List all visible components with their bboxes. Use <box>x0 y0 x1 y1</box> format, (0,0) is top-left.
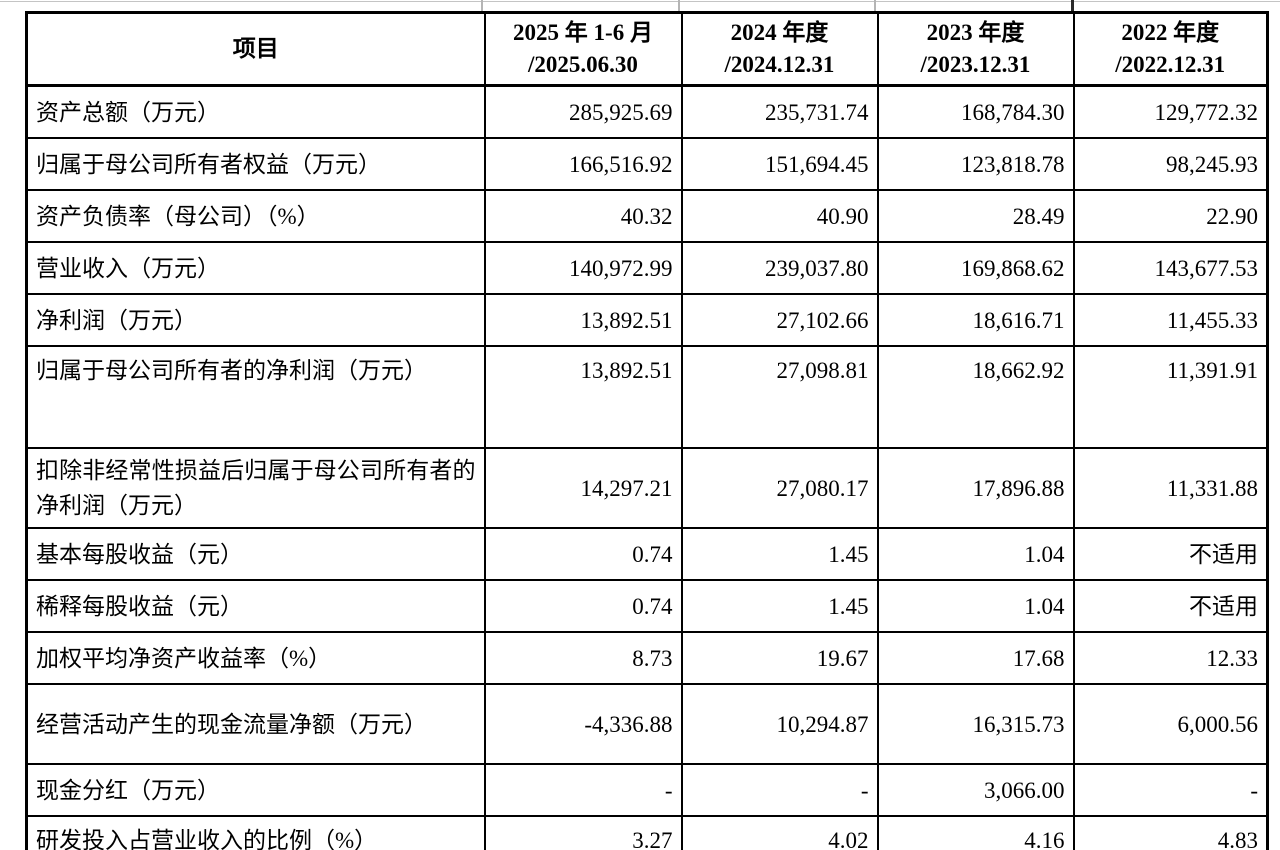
table-row: 净利润（万元） 13,892.51 27,102.66 18,616.71 11,455… <box>25 293 1269 347</box>
row-value: 40.90 <box>680 189 879 243</box>
column-header-period-3: 2022 年度/2022.12.31 <box>1072 11 1269 87</box>
table-row: 归属于母公司所有者的净利润（万元） 13,892.51 27,098.81 18,66… <box>25 345 1269 449</box>
table-row: 资产负债率（母公司）（%） 40.32 40.90 28.49 22.90 <box>25 189 1269 243</box>
row-value: 285,925.69 <box>483 84 683 139</box>
table-header-row: 项目 2025 年 1-6 月/2025.06.30 2024 年度/2024.1… <box>25 11 1269 87</box>
row-label: 资产总额（万元） <box>25 84 486 139</box>
row-value: 1.04 <box>876 527 1075 581</box>
row-value: 11,331.88 <box>1072 447 1269 529</box>
table-row: 现金分红（万元） - -3,066.00- <box>25 763 1269 817</box>
row-value: 27,080.17 <box>680 447 879 529</box>
financial-highlights-table: 项目 2025 年 1-6 月/2025.06.30 2024 年度/2024.1… <box>25 11 1269 850</box>
column-header-item: 项目 <box>25 11 486 87</box>
period-date: /2022.12.31 <box>1115 52 1226 77</box>
row-label: 基本每股收益（元） <box>25 527 486 581</box>
row-value: 239,037.80 <box>680 241 879 295</box>
row-value: 28.49 <box>876 189 1075 243</box>
row-value: 8.73 <box>483 631 683 685</box>
row-label: 研发投入占营业收入的比例（%） <box>25 815 486 850</box>
row-label: 加权平均净资产收益率（%） <box>25 631 486 685</box>
row-value: 16,315.73 <box>876 683 1075 765</box>
cropped-content-rule <box>0 1 1280 2</box>
row-value: - <box>1072 763 1269 817</box>
row-value: 19.67 <box>680 631 879 685</box>
column-header-period-1: 2024 年度/2024.12.31 <box>680 11 879 87</box>
row-label: 净利润（万元） <box>25 293 486 347</box>
row-value: 不适用 <box>1072 527 1269 581</box>
row-value: 0.74 <box>483 527 683 581</box>
row-value: 4.83 <box>1072 815 1269 850</box>
row-value: - <box>680 763 879 817</box>
row-value: 27,098.81 <box>680 345 879 449</box>
row-value: 14,297.21 <box>483 447 683 529</box>
column-header-period-0: 2025 年 1-6 月/2025.06.30 <box>483 11 683 87</box>
row-value: 11,391.91 <box>1072 345 1269 449</box>
row-value: 169,868.62 <box>876 241 1075 295</box>
row-value: 6,000.56 <box>1072 683 1269 765</box>
column-header-period-2: 2023 年度/2023.12.31 <box>876 11 1075 87</box>
row-value: 3.27 <box>483 815 683 850</box>
table-row: 资产总额（万元） 285,925.69 235,731.74 168,784.30 12… <box>25 84 1269 139</box>
row-label: 资产负债率（母公司）（%） <box>25 189 486 243</box>
row-value: 27,102.66 <box>680 293 879 347</box>
row-value: 40.32 <box>483 189 683 243</box>
row-label: 扣除非经常性损益后归属于母公司所有者的净利润（万元） <box>25 447 486 529</box>
row-value: 12.33 <box>1072 631 1269 685</box>
table-row: 基本每股收益（元） 0.74 1.45 1.04 不适用 <box>25 527 1269 581</box>
row-value: 13,892.51 <box>483 345 683 449</box>
row-label: 归属于母公司所有者的净利润（万元） <box>25 345 486 449</box>
row-value: 168,784.30 <box>876 84 1075 139</box>
row-label: 营业收入（万元） <box>25 241 486 295</box>
row-value: -4,336.88 <box>483 683 683 765</box>
row-value: 4.16 <box>876 815 1075 850</box>
period-date: /2025.06.30 <box>528 52 638 77</box>
row-value: 17.68 <box>876 631 1075 685</box>
row-label: 经营活动产生的现金流量净额（万元） <box>25 683 486 765</box>
row-value: 0.74 <box>483 579 683 633</box>
row-value: 166,516.92 <box>483 137 683 191</box>
row-value: 235,731.74 <box>680 84 879 139</box>
period-label: 2022 年度 <box>1121 20 1220 45</box>
row-value: - <box>483 763 683 817</box>
row-value: 10,294.87 <box>680 683 879 765</box>
period-label: 2025 年 1-6 月 <box>513 20 653 45</box>
period-date: /2024.12.31 <box>724 52 835 77</box>
row-value: 18,662.92 <box>876 345 1075 449</box>
cropped-column-tick <box>678 0 680 11</box>
row-label: 现金分红（万元） <box>25 763 486 817</box>
table-row: 营业收入（万元） 140,972.99 239,037.80 169,868.62 14… <box>25 241 1269 295</box>
period-label: 2024 年度 <box>730 20 829 45</box>
row-value: 不适用 <box>1072 579 1269 633</box>
cropped-column-tick <box>481 0 483 11</box>
row-value: 143,677.53 <box>1072 241 1269 295</box>
row-value: 13,892.51 <box>483 293 683 347</box>
row-value: 1.04 <box>876 579 1075 633</box>
row-value: 3,066.00 <box>876 763 1075 817</box>
row-value: 123,818.78 <box>876 137 1075 191</box>
table-row: 归属于母公司所有者权益（万元） 166,516.92 151,694.45 123,8… <box>25 137 1269 191</box>
cropped-column-tick <box>1071 0 1074 11</box>
row-label: 稀释每股收益（元） <box>25 579 486 633</box>
row-value: 140,972.99 <box>483 241 683 295</box>
table-row: 研发投入占营业收入的比例（%） 3.27 4.02 4.16 4.83 <box>25 815 1269 850</box>
period-date: /2023.12.31 <box>920 52 1031 77</box>
period-label: 2023 年度 <box>926 20 1025 45</box>
cropped-column-tick <box>874 0 876 11</box>
row-value: 1.45 <box>680 579 879 633</box>
row-value: 98,245.93 <box>1072 137 1269 191</box>
row-label: 归属于母公司所有者权益（万元） <box>25 137 486 191</box>
row-value: 11,455.33 <box>1072 293 1269 347</box>
row-value: 17,896.88 <box>876 447 1075 529</box>
row-value: 22.90 <box>1072 189 1269 243</box>
table-row: 稀释每股收益（元） 0.74 1.45 1.04 不适用 <box>25 579 1269 633</box>
table-row: 加权平均净资产收益率（%） 8.73 19.67 17.68 12.33 <box>25 631 1269 685</box>
row-value: 4.02 <box>680 815 879 850</box>
row-value: 1.45 <box>680 527 879 581</box>
row-value: 129,772.32 <box>1072 84 1269 139</box>
row-value: 151,694.45 <box>680 137 879 191</box>
row-value: 18,616.71 <box>876 293 1075 347</box>
table-row: 扣除非经常性损益后归属于母公司所有者的净利润（万元） 14,297.21 27,08… <box>25 447 1269 529</box>
table-row: 经营活动产生的现金流量净额（万元） -4,336.88 10,294.87 16,31… <box>25 683 1269 765</box>
